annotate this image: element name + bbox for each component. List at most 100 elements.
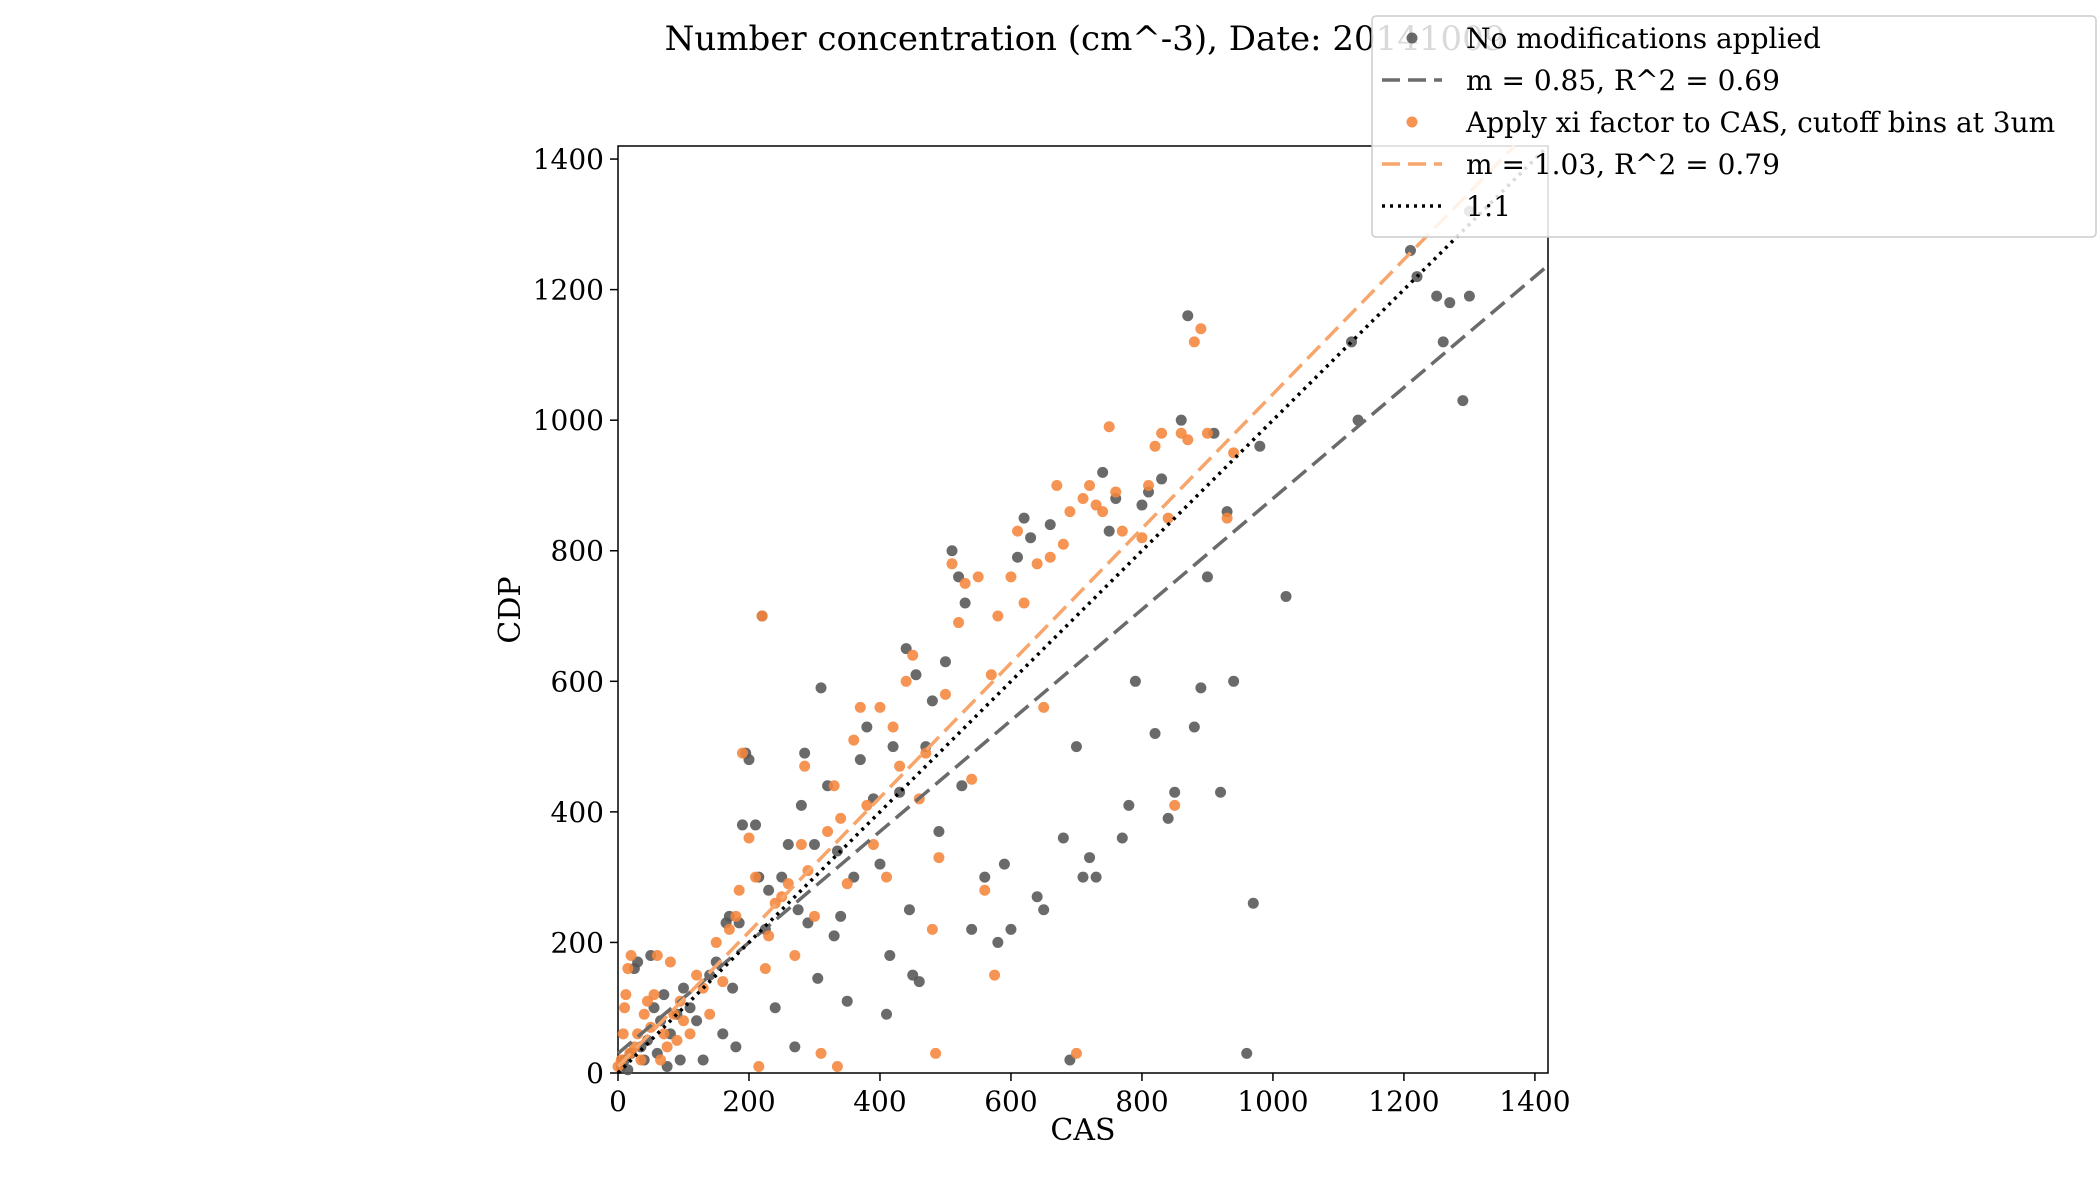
data-point <box>1018 597 1030 609</box>
data-point <box>1005 571 1017 583</box>
x-tick-label: 0 <box>609 1085 627 1118</box>
data-point <box>989 969 1001 981</box>
data-point <box>841 995 853 1007</box>
data-point <box>959 577 971 589</box>
data-point <box>913 976 925 988</box>
fit-line <box>616 144 1550 1075</box>
data-point <box>939 688 951 700</box>
data-point <box>900 675 912 687</box>
data-point <box>635 1054 647 1066</box>
data-point <box>992 936 1004 948</box>
data-point <box>985 669 997 681</box>
data-point <box>1123 799 1135 811</box>
data-point <box>756 610 768 622</box>
data-point <box>799 760 811 772</box>
data-point <box>727 982 739 994</box>
data-point <box>799 747 811 759</box>
x-tick-label: 1200 <box>1368 1085 1439 1118</box>
data-point <box>1025 532 1037 544</box>
data-point <box>617 1028 629 1040</box>
data-point <box>1169 786 1181 798</box>
data-point <box>1129 675 1141 687</box>
x-tick-label: 1000 <box>1237 1085 1308 1118</box>
data-point <box>946 545 958 557</box>
data-point <box>1182 310 1194 322</box>
data-point <box>835 910 847 922</box>
x-tick-label: 200 <box>722 1085 775 1118</box>
data-point <box>769 1002 781 1014</box>
legend-label: Apply xi factor to CAS, cutoff bins at 3… <box>1465 106 2055 139</box>
data-point <box>884 949 896 961</box>
data-point <box>651 949 663 961</box>
data-point <box>664 956 676 968</box>
data-point <box>979 871 991 883</box>
data-point <box>966 923 978 935</box>
data-point <box>831 1060 843 1072</box>
data-point <box>1431 290 1443 302</box>
data-point <box>953 617 965 629</box>
legend-marker <box>1406 116 1418 128</box>
data-point <box>736 819 748 831</box>
data-point <box>861 799 873 811</box>
data-point <box>750 871 762 883</box>
data-point <box>822 825 834 837</box>
y-axis-label: CDP <box>493 576 528 643</box>
data-point <box>1012 525 1024 537</box>
y-tick-label: 0 <box>586 1057 604 1090</box>
data-point <box>1057 538 1069 550</box>
data-point <box>887 741 899 753</box>
legend: No modifications applied m = 0.85, R^2 = … <box>1371 15 2097 238</box>
data-point <box>907 649 919 661</box>
data-point <box>759 963 771 975</box>
data-point <box>808 910 820 922</box>
y-axis: 0 200 400 600 800 1000 1200 1400 <box>533 143 618 1090</box>
data-point <box>867 839 879 851</box>
data-point <box>795 839 807 851</box>
x-tick-label: 600 <box>984 1085 1037 1118</box>
data-point <box>655 1054 667 1066</box>
data-point <box>733 884 745 896</box>
data-point <box>1097 506 1109 518</box>
data-point <box>710 936 722 948</box>
data-point <box>1188 336 1200 348</box>
data-point <box>812 972 824 984</box>
data-point <box>926 695 938 707</box>
data-point <box>828 780 840 792</box>
data-point <box>1116 525 1128 537</box>
data-point <box>946 558 958 570</box>
x-tick-label: 800 <box>1115 1085 1168 1118</box>
data-point <box>1156 473 1168 485</box>
data-point <box>1175 414 1187 426</box>
data-point <box>841 878 853 890</box>
data-point <box>1156 427 1168 439</box>
data-point <box>750 819 762 831</box>
data-point <box>881 871 893 883</box>
data-point <box>1070 741 1082 753</box>
data-point <box>658 1028 670 1040</box>
legend-marker <box>1406 32 1418 44</box>
data-point <box>704 1008 716 1020</box>
data-point <box>648 989 660 1001</box>
x-axis: 0 200 400 600 800 1000 1200 1400 <box>609 1073 1571 1118</box>
data-point <box>677 1015 689 1027</box>
data-point <box>691 969 703 981</box>
data-point <box>815 1047 827 1059</box>
data-point <box>848 734 860 746</box>
data-point <box>717 1028 729 1040</box>
data-point <box>730 1041 742 1053</box>
data-point <box>1280 590 1292 602</box>
data-point <box>1012 551 1024 563</box>
data-point <box>691 1015 703 1027</box>
data-point <box>1044 519 1056 531</box>
data-point <box>1444 297 1456 309</box>
data-point <box>1110 486 1122 498</box>
data-point <box>730 910 742 922</box>
data-point <box>956 780 968 792</box>
data-point <box>638 1008 650 1020</box>
data-point <box>1195 323 1207 335</box>
data-point <box>1437 336 1449 348</box>
data-point <box>1346 336 1358 348</box>
data-point <box>992 610 1004 622</box>
data-point <box>625 949 637 961</box>
